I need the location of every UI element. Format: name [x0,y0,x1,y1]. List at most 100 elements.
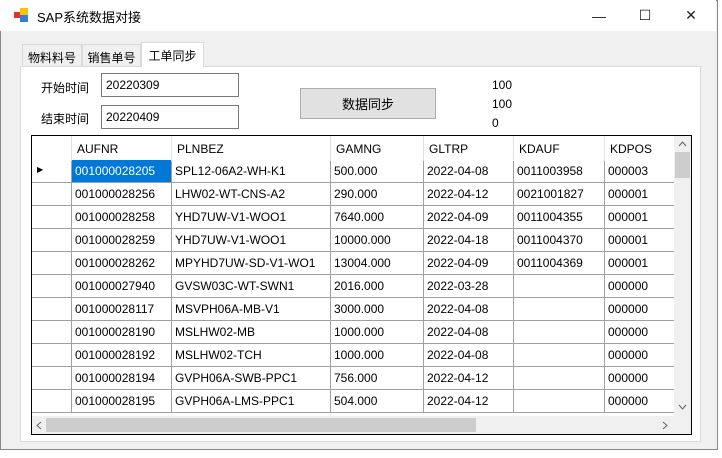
column-header-kdpos[interactable]: KDPOS [605,136,675,161]
cell-kdauf[interactable] [514,275,605,298]
cell-kdauf[interactable]: 0011004355 [514,206,605,229]
cell-gltrp[interactable]: 2022-03-28 [424,275,514,298]
cell-gamng[interactable]: 500.000 [331,160,424,183]
row-header[interactable] [32,275,72,298]
row-header[interactable] [32,321,72,344]
column-header-kdauf[interactable]: KDAUF [514,136,605,161]
cell-aufnr[interactable]: 001000028256 [72,183,172,206]
cell-gltrp[interactable]: 2022-04-08 [424,298,514,321]
cell-kdauf[interactable]: 0011004369 [514,252,605,275]
cell-aufnr[interactable]: 001000027940 [72,275,172,298]
cell-gltrp[interactable]: 2022-04-12 [424,367,514,390]
cell-gamng[interactable]: 1000.000 [331,321,424,344]
row-header[interactable] [32,344,72,367]
cell-gltrp[interactable]: 2022-04-12 [424,183,514,206]
cell-plnbez[interactable]: MSLHW02-MB [172,321,331,344]
cell-kdpos[interactable]: 000003 [605,160,675,183]
cell-plnbez[interactable]: YHD7UW-V1-WOO1 [172,206,331,229]
cell-aufnr[interactable]: 001000028190 [72,321,172,344]
cell-plnbez[interactable]: LHW02-WT-CNS-A2 [172,183,331,206]
cell-gamng[interactable]: 3000.000 [331,298,424,321]
cell-gltrp[interactable]: 2022-04-08 [424,160,514,183]
tab-sales-order[interactable]: 销售单号 [82,44,141,66]
row-header[interactable] [32,229,72,252]
sync-button[interactable]: 数据同步 [300,88,436,119]
cell-plnbez[interactable]: GVPH06A-LMS-PPC1 [172,390,331,413]
cell-gltrp[interactable]: 2022-04-09 [424,252,514,275]
cell-gltrp[interactable]: 2022-04-18 [424,229,514,252]
close-button[interactable]: ✕ [685,7,697,23]
cell-gamng[interactable]: 2016.000 [331,275,424,298]
cell-kdauf[interactable]: 0011003958 [514,160,605,183]
minimize-button[interactable]: — [592,7,606,24]
cell-aufnr[interactable]: 001000028259 [72,229,172,252]
cell-kdpos[interactable]: 000001 [605,252,675,275]
scroll-right-icon[interactable] [662,421,668,430]
maximize-button[interactable]: ☐ [638,7,652,23]
column-header-gltrp[interactable]: GLTRP [424,136,514,161]
horizontal-scrollbar[interactable] [32,416,674,434]
row-header[interactable] [32,390,72,413]
cell-gamng[interactable]: 290.000 [331,183,424,206]
cell-kdpos[interactable]: 000000 [605,367,675,390]
cell-gamng[interactable]: 13004.000 [331,252,424,275]
cell-kdpos[interactable]: 000000 [605,298,675,321]
row-header[interactable] [32,367,72,390]
cell-gltrp[interactable]: 2022-04-08 [424,321,514,344]
scroll-left-icon[interactable] [36,421,42,430]
cell-gamng[interactable]: 7640.000 [331,206,424,229]
cell-kdauf[interactable]: 0021001827 [514,183,605,206]
cell-gltrp[interactable]: 2022-04-09 [424,206,514,229]
cell-gltrp[interactable]: 2022-04-08 [424,344,514,367]
cell-kdpos[interactable]: 000000 [605,275,675,298]
cell-kdauf[interactable] [514,321,605,344]
cell-kdauf[interactable] [514,344,605,367]
cell-kdauf[interactable]: 0011004370 [514,229,605,252]
cell-plnbez[interactable]: GVSW03C-WT-SWN1 [172,275,331,298]
row-header[interactable] [32,183,72,206]
cell-kdpos[interactable]: 000001 [605,183,675,206]
cell-gltrp[interactable]: 2022-04-12 [424,390,514,413]
cell-aufnr[interactable]: 001000028192 [72,344,172,367]
cell-kdpos[interactable]: 000000 [605,344,675,367]
cell-plnbez[interactable]: MSLHW02-TCH [172,344,331,367]
scroll-up-icon[interactable] [678,141,687,147]
row-header[interactable] [32,298,72,321]
row-header[interactable] [32,252,72,275]
cell-kdpos[interactable]: 000000 [605,321,675,344]
cell-kdpos[interactable]: 000001 [605,229,675,252]
cell-kdpos[interactable]: 000001 [605,206,675,229]
data-grid[interactable]: 000000 2022-04-12 504.000 GVPH06A-LMS-PPC1 0… [31,135,692,435]
cell-kdauf[interactable] [514,390,605,413]
cell-plnbez[interactable]: YHD7UW-V1-WOO1 [172,229,331,252]
scroll-down-icon[interactable] [678,404,687,410]
cell-kdpos[interactable]: 000000 [605,390,675,413]
cell-plnbez[interactable]: SPL12-06A2-WH-K1 [172,160,331,183]
cell-aufnr[interactable]: 001000028262 [72,252,172,275]
column-header-plnbez[interactable]: PLNBEZ [172,136,331,161]
cell-aufnr[interactable]: 001000028117 [72,298,172,321]
vertical-scroll-thumb[interactable] [675,152,690,178]
vertical-scrollbar[interactable] [674,136,691,416]
cell-plnbez[interactable]: MSVPH06A-MB-V1 [172,298,331,321]
cell-aufnr[interactable]: 001000028195 [72,390,172,413]
horizontal-scroll-thumb[interactable] [46,418,476,432]
row-header[interactable]: ▶ [32,160,72,183]
tab-work-order-sync[interactable]: 工单同步 [141,42,204,67]
cell-gamng[interactable]: 756.000 [331,367,424,390]
end-time-input[interactable]: 20220409 [101,105,239,129]
cell-aufnr[interactable]: 001000028258 [72,206,172,229]
cell-plnbez[interactable]: GVPH06A-SWB-PPC1 [172,367,331,390]
cell-gamng[interactable]: 10000.000 [331,229,424,252]
column-header-gamng[interactable]: GAMNG [331,136,424,161]
column-header-aufnr[interactable]: AUFNR [72,136,172,161]
tab-material[interactable]: 物料料号 [22,44,82,66]
row-header[interactable] [32,206,72,229]
start-time-input[interactable]: 20220309 [101,73,239,97]
cell-gamng[interactable]: 504.000 [331,390,424,413]
cell-plnbez[interactable]: MPYHD7UW-SD-V1-WO1 [172,252,331,275]
cell-kdauf[interactable] [514,298,605,321]
cell-aufnr[interactable]: 001000028205 [72,160,172,183]
cell-kdauf[interactable] [514,367,605,390]
cell-aufnr[interactable]: 001000028194 [72,367,172,390]
